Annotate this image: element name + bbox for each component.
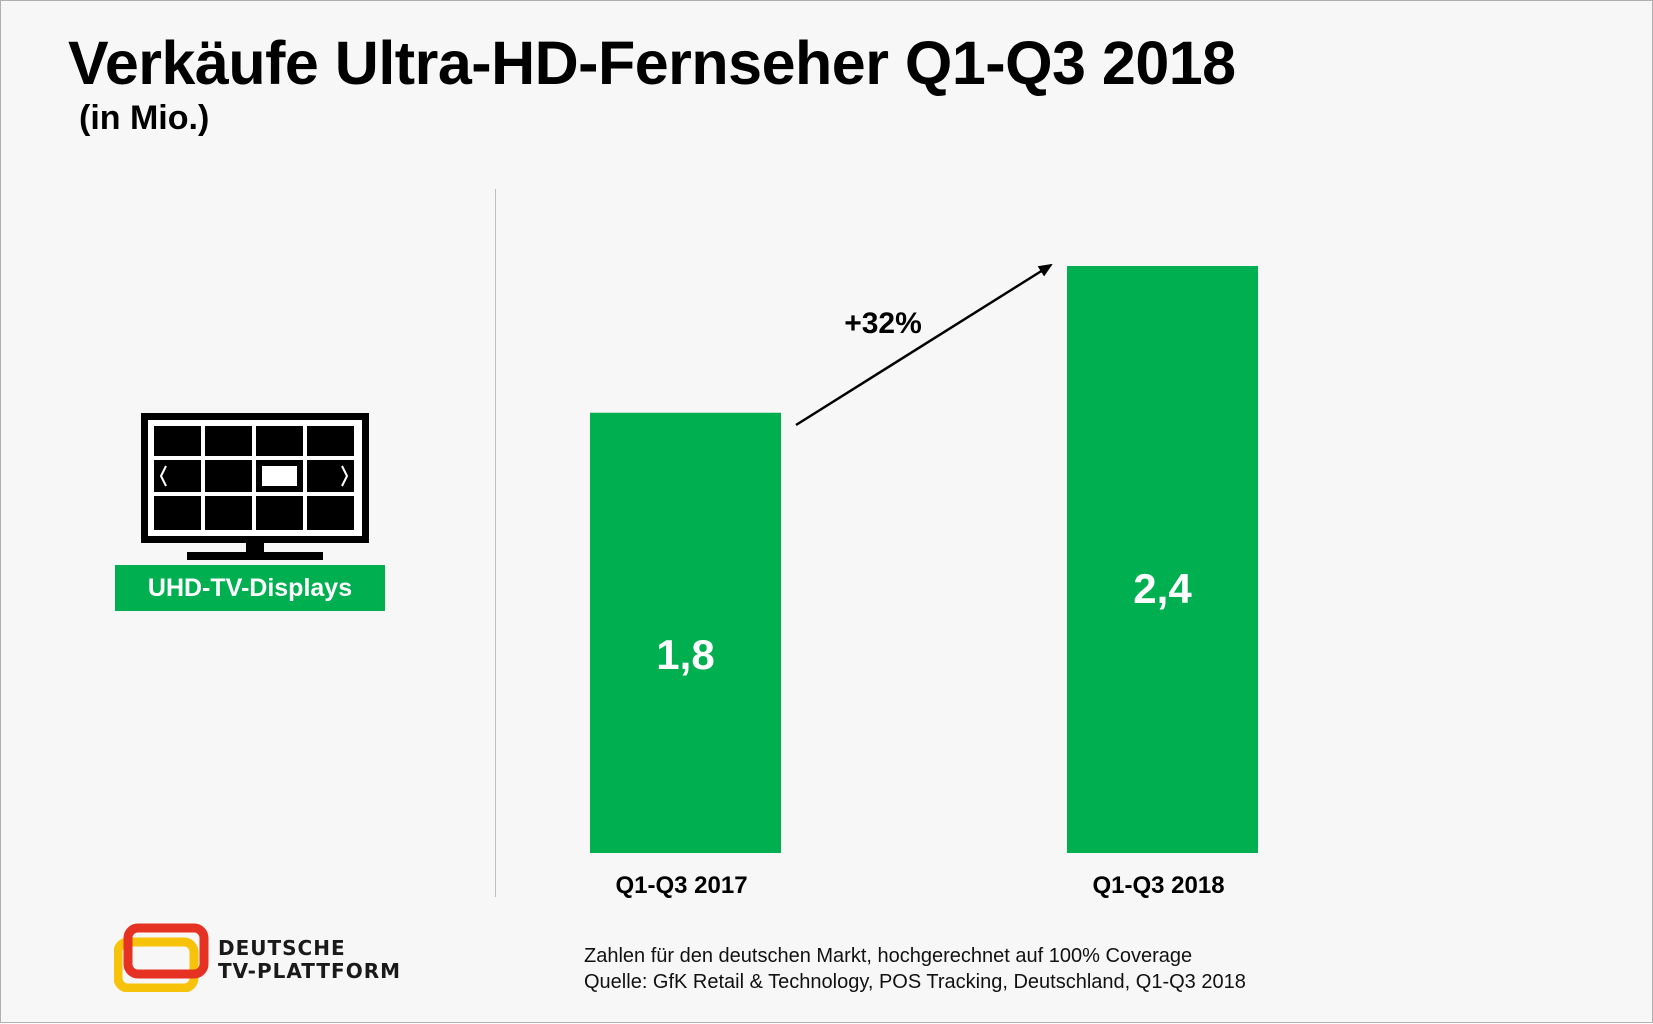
bar-value-label: 2,4 — [1133, 565, 1192, 612]
logo-line-2: TV-PLATTFORM — [218, 959, 402, 983]
category-label: Q1-Q3 2018 — [1092, 872, 1224, 899]
source-note: Zahlen für den deutschen Markt, hochgere… — [584, 943, 1246, 995]
logo-line-1: DEUTSCHE — [218, 936, 346, 960]
chart-title: Verkäufe Ultra-HD-Fernseher Q1-Q3 2018 — [68, 29, 1236, 97]
tv-grid-icon — [139, 411, 371, 561]
growth-arrow-icon — [795, 263, 1053, 427]
deutsche-tv-plattform-logo: DEUTSCHE TV-PLATTFORM — [114, 922, 400, 992]
note-line-1: Zahlen für den deutschen Markt, hochgere… — [584, 945, 1193, 967]
note-line-2: Quelle: GfK Retail & Technology, POS Tra… — [584, 971, 1246, 993]
uhd-tv-label: UHD-TV-Displays — [115, 565, 385, 611]
chart-subtitle: (in Mio.) — [79, 99, 210, 137]
bar-value-label: 1,8 — [656, 631, 714, 678]
vertical-divider — [495, 189, 496, 897]
bar-1 — [590, 412, 781, 853]
growth-label: +32% — [844, 307, 922, 340]
category-label: Q1-Q3 2017 — [615, 872, 747, 899]
bar-2 — [1067, 266, 1258, 853]
